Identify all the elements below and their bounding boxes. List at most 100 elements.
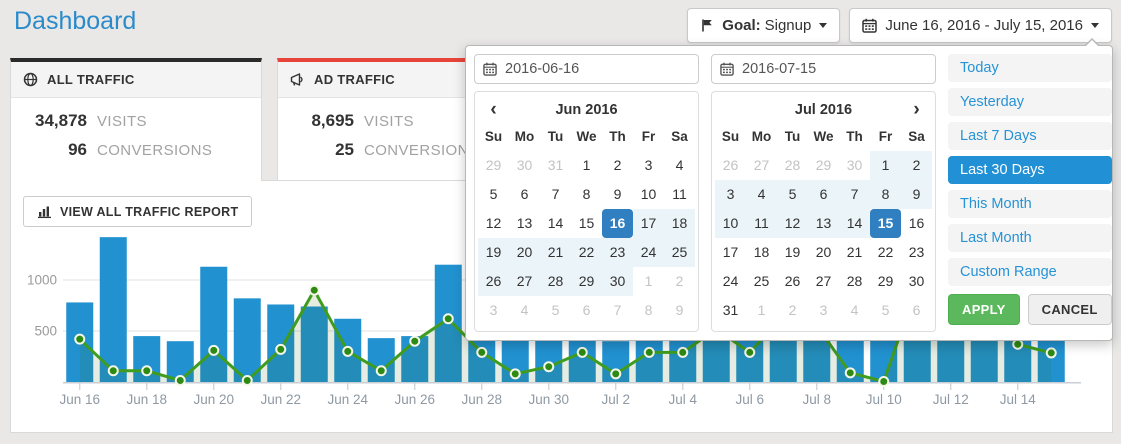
- calendar-day[interactable]: 31: [722, 302, 739, 318]
- calendar-day-selected[interactable]: 15: [870, 209, 901, 238]
- goal-button[interactable]: Goal: Signup: [687, 8, 841, 43]
- calendar-day[interactable]: 19: [478, 238, 509, 267]
- calendar-day[interactable]: 11: [672, 186, 687, 202]
- calendar-day[interactable]: 1: [644, 273, 653, 289]
- calendar-day[interactable]: 5: [551, 302, 560, 318]
- calendar-day[interactable]: 30: [908, 273, 925, 289]
- cancel-button[interactable]: CANCEL: [1027, 294, 1112, 325]
- calendar-day[interactable]: 20: [815, 244, 832, 260]
- calendar-day[interactable]: 12: [777, 209, 808, 238]
- calendar-day[interactable]: 8: [582, 186, 591, 202]
- calendar-day[interactable]: 9: [901, 180, 932, 209]
- calendar-day[interactable]: 2: [675, 273, 684, 289]
- calendar-day[interactable]: 6: [582, 302, 591, 318]
- range-option-yesterday[interactable]: Yesterday: [948, 88, 1112, 116]
- calendar-day[interactable]: 19: [784, 244, 801, 260]
- calendar-day[interactable]: 7: [551, 186, 560, 202]
- calendar-day[interactable]: 7: [839, 180, 870, 209]
- calendar-day[interactable]: 15: [578, 215, 595, 231]
- calendar-day[interactable]: 4: [520, 302, 529, 318]
- calendar-day[interactable]: 24: [722, 273, 739, 289]
- all-traffic-card[interactable]: ALL TRAFFIC 34,878 VISITS 96 CONVERSIONS: [10, 58, 262, 181]
- calendar-day[interactable]: 6: [520, 186, 529, 202]
- calendar-day[interactable]: 30: [846, 157, 863, 173]
- calendar-day[interactable]: 25: [753, 273, 770, 289]
- calendar-day[interactable]: 18: [753, 244, 770, 260]
- calendar-day[interactable]: 1: [582, 157, 591, 173]
- calendar-day[interactable]: 29: [485, 157, 502, 173]
- calendar-day[interactable]: 25: [664, 238, 695, 267]
- calendar-day[interactable]: 4: [675, 157, 684, 173]
- calendar-day[interactable]: 3: [644, 157, 653, 173]
- calendar-day[interactable]: 5: [489, 186, 498, 202]
- calendar-day[interactable]: 2: [613, 157, 622, 173]
- calendar-day[interactable]: 26: [478, 267, 509, 296]
- calendar-day[interactable]: 4: [850, 302, 859, 318]
- calendar-day[interactable]: 29: [571, 267, 602, 296]
- range-option-custom-range[interactable]: Custom Range: [948, 258, 1112, 286]
- calendar-day[interactable]: 9: [613, 186, 622, 202]
- end-date-input[interactable]: [711, 54, 936, 84]
- calendar-day[interactable]: 2: [788, 302, 797, 318]
- range-option-last-7-days[interactable]: Last 7 Days: [948, 122, 1112, 150]
- calendar-day[interactable]: 3: [819, 302, 828, 318]
- calendar-day[interactable]: 21: [846, 244, 863, 260]
- calendar-day[interactable]: 24: [633, 238, 664, 267]
- calendar-day[interactable]: 1: [757, 302, 766, 318]
- calendar-day[interactable]: 6: [808, 180, 839, 209]
- calendar-day[interactable]: 10: [640, 186, 657, 202]
- range-option-last-30-days[interactable]: Last 30 Days: [948, 156, 1112, 184]
- calendar-day[interactable]: 22: [877, 244, 894, 260]
- calendar-day[interactable]: 6: [912, 302, 921, 318]
- calendar-day[interactable]: 27: [509, 267, 540, 296]
- range-option-today[interactable]: Today: [948, 54, 1112, 82]
- calendar-day[interactable]: 3: [489, 302, 498, 318]
- calendar-day[interactable]: 17: [722, 244, 739, 260]
- date-range-button[interactable]: June 16, 2016 - July 15, 2016: [849, 8, 1112, 43]
- calendar-day[interactable]: 4: [746, 180, 777, 209]
- calendar-day[interactable]: 26: [784, 273, 801, 289]
- calendar-day[interactable]: 16: [908, 215, 925, 231]
- calendar-day[interactable]: 21: [540, 238, 571, 267]
- calendar-day[interactable]: 1: [870, 151, 901, 180]
- calendar-day[interactable]: 27: [815, 273, 832, 289]
- calendar-day[interactable]: 29: [877, 273, 894, 289]
- next-month-button[interactable]: ›: [913, 99, 920, 120]
- view-report-button[interactable]: VIEW ALL TRAFFIC REPORT: [23, 196, 253, 227]
- calendar-day[interactable]: 17: [633, 209, 664, 238]
- calendar-day-selected[interactable]: 16: [602, 209, 633, 238]
- calendar-day[interactable]: 22: [571, 238, 602, 267]
- calendar-day[interactable]: 13: [808, 209, 839, 238]
- calendar-day[interactable]: 28: [784, 157, 801, 173]
- calendar-day[interactable]: 28: [846, 273, 863, 289]
- calendar-day[interactable]: 26: [722, 157, 739, 173]
- calendar-day[interactable]: 7: [613, 302, 622, 318]
- calendar-day[interactable]: 29: [815, 157, 832, 173]
- calendar-day[interactable]: 23: [908, 244, 925, 260]
- calendar-day[interactable]: 14: [547, 215, 564, 231]
- calendar-day[interactable]: 20: [509, 238, 540, 267]
- calendar-day[interactable]: 8: [870, 180, 901, 209]
- calendar-day[interactable]: 27: [753, 157, 770, 173]
- calendar-day[interactable]: 3: [715, 180, 746, 209]
- calendar-day[interactable]: 2: [901, 151, 932, 180]
- calendar-day[interactable]: 5: [881, 302, 890, 318]
- calendar-day[interactable]: 31: [547, 157, 564, 173]
- calendar-day[interactable]: 12: [485, 215, 502, 231]
- apply-button[interactable]: APPLY: [948, 294, 1020, 325]
- prev-month-button[interactable]: ‹: [490, 99, 497, 120]
- calendar-day[interactable]: 18: [664, 209, 695, 238]
- range-option-this-month[interactable]: This Month: [948, 190, 1112, 218]
- calendar-day[interactable]: 14: [839, 209, 870, 238]
- calendar-day[interactable]: 13: [516, 215, 533, 231]
- calendar-day[interactable]: 9: [675, 302, 684, 318]
- start-date-input[interactable]: [474, 54, 699, 84]
- calendar-day[interactable]: 28: [540, 267, 571, 296]
- range-option-last-month[interactable]: Last Month: [948, 224, 1112, 252]
- calendar-day[interactable]: 23: [602, 238, 633, 267]
- calendar-day[interactable]: 30: [516, 157, 533, 173]
- calendar-day[interactable]: 30: [602, 267, 633, 296]
- calendar-day[interactable]: 5: [777, 180, 808, 209]
- calendar-day[interactable]: 8: [644, 302, 653, 318]
- calendar-day[interactable]: 10: [715, 209, 746, 238]
